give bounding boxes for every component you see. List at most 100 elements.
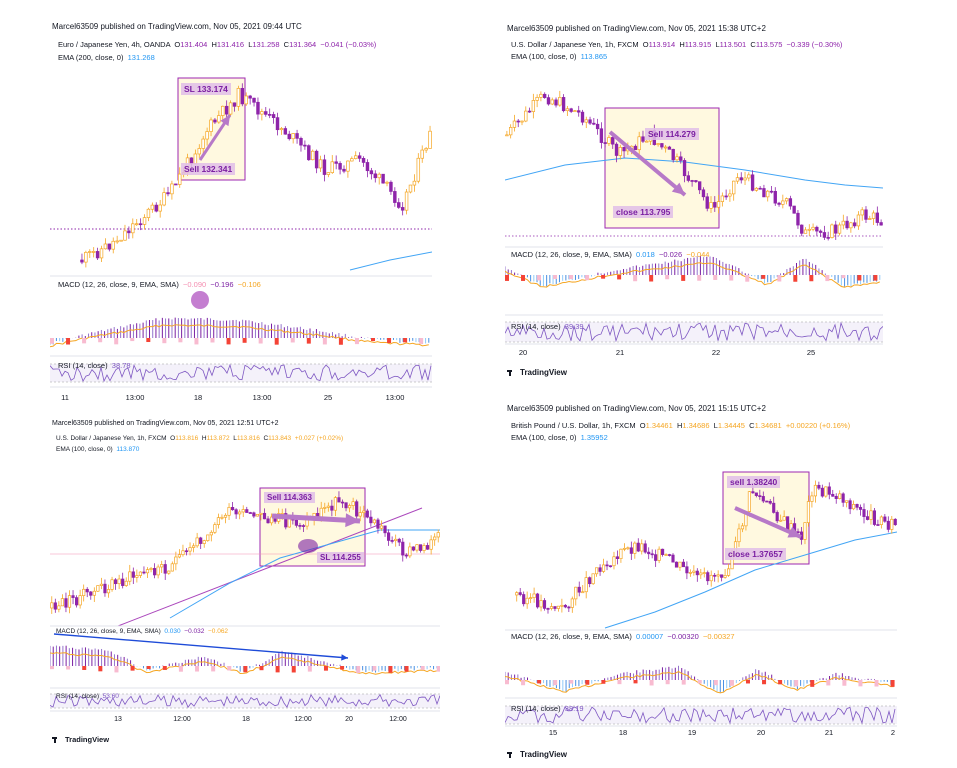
candle — [330, 505, 334, 511]
candle — [598, 567, 602, 572]
ema-value: 113.865 — [580, 52, 608, 61]
ema-label: EMA (200, close, 0) — [58, 53, 124, 62]
candle — [142, 571, 146, 574]
candle — [213, 524, 217, 533]
macd-signal-line — [505, 262, 880, 288]
trade-arrow-head — [220, 115, 230, 127]
candle — [860, 209, 864, 216]
macd-red-block — [633, 275, 638, 282]
candle — [373, 173, 378, 179]
macd-red-block — [665, 275, 670, 280]
candle — [536, 593, 540, 608]
macd-red-block — [50, 666, 54, 670]
candle — [294, 519, 299, 526]
candle — [408, 546, 412, 557]
candle — [156, 566, 160, 576]
candle — [103, 243, 108, 250]
candle — [436, 532, 440, 538]
candle — [420, 149, 424, 159]
macd-red-block — [553, 680, 558, 686]
candle — [505, 134, 509, 137]
candle — [192, 545, 196, 548]
trade-arrow-head — [787, 526, 801, 538]
candle — [91, 251, 96, 253]
candle — [581, 591, 585, 594]
ema-value: 1.35952 — [580, 433, 608, 442]
rsi-label: RSI (14, close) — [511, 322, 561, 331]
trade-arrow-head — [671, 182, 685, 195]
candle — [299, 138, 303, 146]
ohlc-change: −0.041 (−0.03%) — [320, 40, 377, 49]
candle — [154, 204, 158, 212]
macd-red-block — [258, 338, 263, 344]
x-tick: 13:00 — [385, 393, 405, 402]
candle — [355, 501, 359, 517]
macd-red-block — [826, 680, 831, 686]
macd-red-block — [146, 338, 151, 343]
macd-signal-value: −0.00320 — [667, 632, 699, 641]
trade-arrow-head — [341, 654, 348, 661]
rsi-band — [505, 706, 897, 724]
candle — [307, 145, 311, 161]
candle — [158, 204, 162, 212]
candle — [199, 537, 203, 544]
macd-red-block — [195, 666, 200, 672]
candle — [174, 556, 178, 565]
ohlc-change: −0.339 (−0.30%) — [786, 40, 843, 49]
candle — [622, 547, 626, 550]
sell-label: Sell 132.341 — [181, 163, 236, 175]
macd-red-block — [98, 666, 103, 672]
candle — [245, 509, 249, 513]
candle — [879, 516, 883, 525]
candle — [784, 198, 789, 202]
candle — [379, 525, 384, 529]
candle — [291, 133, 295, 140]
candle — [664, 554, 668, 556]
candle — [788, 198, 793, 207]
candle — [238, 511, 242, 515]
candle — [737, 528, 741, 543]
candle — [350, 158, 354, 162]
candle — [301, 525, 306, 527]
candle — [426, 545, 430, 550]
candle — [326, 505, 330, 508]
symbol-name: Euro / Japanese Yen, 4h, OANDA — [58, 40, 171, 49]
candle — [573, 110, 577, 113]
symbol-header: British Pound / U.S. Dollar, 1h, FXCM O1… — [511, 421, 851, 430]
candle — [667, 146, 672, 150]
candle — [260, 111, 264, 115]
candle — [295, 133, 299, 139]
candle — [830, 224, 834, 238]
candle — [338, 163, 342, 170]
macd-red-block — [354, 338, 359, 345]
candle — [782, 516, 786, 521]
candle — [716, 574, 720, 577]
candle — [508, 127, 513, 136]
macd-red-block — [130, 338, 135, 342]
candle — [404, 554, 408, 557]
macd-red-block — [114, 338, 119, 345]
candle — [775, 512, 779, 522]
macd-red-block — [306, 338, 311, 344]
candle — [824, 486, 828, 497]
candle — [216, 517, 221, 525]
candle — [532, 593, 536, 599]
candle — [135, 575, 139, 578]
candle — [871, 212, 876, 219]
x-tick: 2 — [890, 728, 896, 737]
candle — [330, 161, 334, 173]
candle — [188, 547, 192, 552]
x-tick: 13:00 — [252, 393, 272, 402]
macd-label: MACD (12, 26, close, 9, EMA, SMA) — [56, 628, 161, 635]
candle — [546, 97, 551, 105]
x-tick: 18 — [618, 728, 628, 737]
candle — [236, 88, 241, 107]
candle — [614, 143, 619, 156]
candle — [762, 188, 766, 198]
macd-red-block — [810, 680, 815, 687]
macd-label: MACD (12, 26, close, 9, EMA, SMA) — [511, 250, 632, 259]
published-line: Marcel63509 published on TradingView.com… — [52, 420, 279, 427]
candle — [754, 492, 758, 496]
candle — [131, 223, 135, 234]
candle — [270, 516, 274, 524]
